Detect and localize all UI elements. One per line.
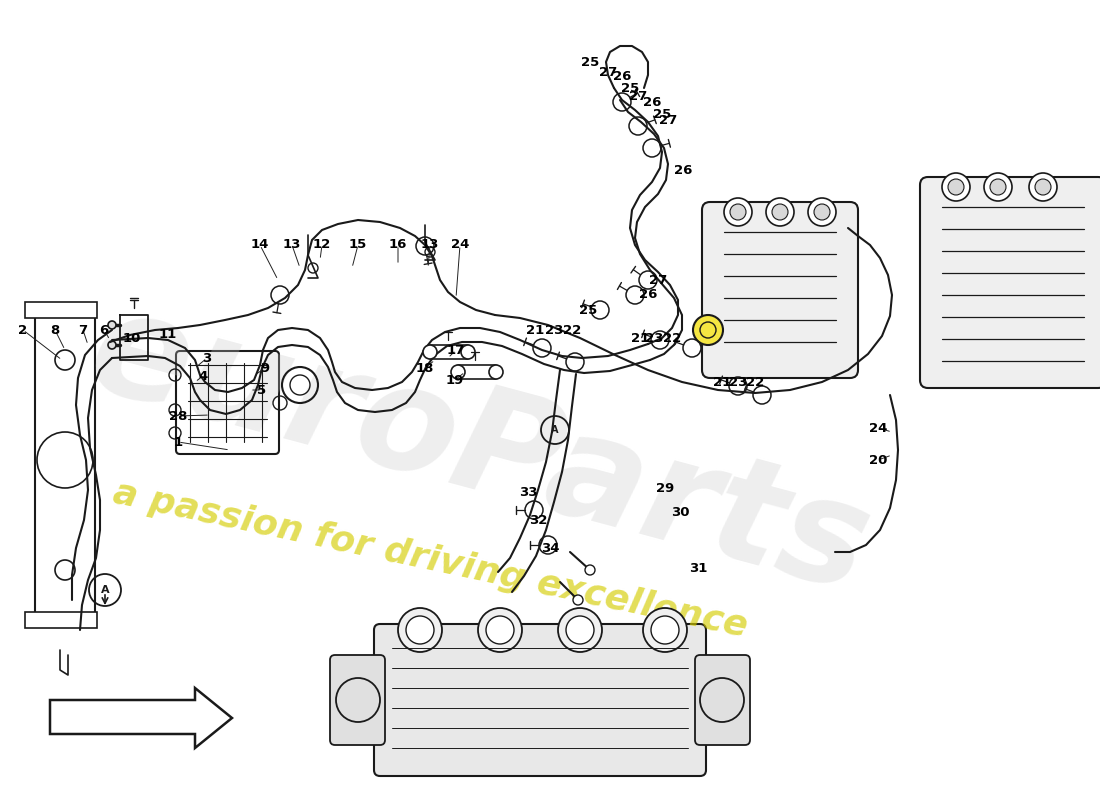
Text: 25: 25: [581, 55, 600, 69]
Text: 1: 1: [174, 435, 183, 449]
Circle shape: [490, 365, 503, 379]
Text: 18: 18: [416, 362, 434, 374]
FancyBboxPatch shape: [702, 202, 858, 378]
Text: 17: 17: [447, 343, 465, 357]
Text: 25: 25: [620, 82, 639, 94]
Circle shape: [651, 616, 679, 644]
Text: 23: 23: [729, 375, 747, 389]
Text: 2: 2: [19, 323, 28, 337]
Text: 33: 33: [519, 486, 537, 498]
Text: a passion for driving excellence: a passion for driving excellence: [110, 476, 750, 644]
Text: 23: 23: [645, 331, 663, 345]
Circle shape: [724, 198, 752, 226]
Text: 26: 26: [613, 70, 631, 82]
Text: 28: 28: [168, 410, 187, 422]
Text: 13: 13: [421, 238, 439, 251]
Text: 4: 4: [198, 370, 208, 382]
Circle shape: [1035, 179, 1050, 195]
Circle shape: [984, 173, 1012, 201]
Text: 25: 25: [579, 303, 597, 317]
Text: 21: 21: [713, 375, 732, 389]
Circle shape: [772, 204, 788, 220]
Text: 27: 27: [629, 90, 647, 102]
Text: 11: 11: [158, 329, 177, 342]
Text: 5: 5: [257, 383, 266, 397]
Text: 3: 3: [202, 351, 211, 365]
Circle shape: [486, 616, 514, 644]
Circle shape: [814, 204, 830, 220]
Text: 12: 12: [312, 238, 331, 251]
Circle shape: [478, 608, 522, 652]
FancyBboxPatch shape: [25, 302, 97, 318]
Circle shape: [693, 315, 723, 345]
Circle shape: [573, 595, 583, 605]
Circle shape: [766, 198, 794, 226]
Circle shape: [398, 608, 442, 652]
Text: 14: 14: [251, 238, 270, 251]
Text: 26: 26: [642, 95, 661, 109]
FancyBboxPatch shape: [920, 177, 1100, 388]
Text: 26: 26: [674, 163, 692, 177]
Text: 26: 26: [639, 289, 657, 302]
Text: 25: 25: [653, 107, 671, 121]
Text: 16: 16: [388, 238, 407, 251]
Circle shape: [108, 341, 115, 349]
Text: 32: 32: [529, 514, 547, 526]
Text: 30: 30: [671, 506, 690, 518]
Circle shape: [451, 365, 465, 379]
Text: A: A: [101, 585, 109, 595]
FancyBboxPatch shape: [176, 351, 279, 454]
Text: 9: 9: [261, 362, 270, 374]
Text: 15: 15: [349, 238, 367, 251]
Text: 27: 27: [598, 66, 617, 78]
Text: 22: 22: [746, 375, 764, 389]
Text: 20: 20: [869, 454, 888, 466]
Circle shape: [942, 173, 970, 201]
Text: 13: 13: [283, 238, 301, 251]
Text: 22: 22: [563, 323, 581, 337]
Text: 27: 27: [659, 114, 678, 126]
Text: 22: 22: [663, 331, 681, 345]
Circle shape: [990, 179, 1006, 195]
Circle shape: [566, 616, 594, 644]
Circle shape: [558, 608, 602, 652]
Text: 10: 10: [123, 331, 141, 345]
Text: 8: 8: [51, 323, 59, 337]
Circle shape: [1028, 173, 1057, 201]
Text: A: A: [551, 425, 559, 435]
FancyBboxPatch shape: [695, 655, 750, 745]
Text: 24: 24: [451, 238, 470, 251]
Circle shape: [461, 345, 475, 359]
FancyBboxPatch shape: [330, 655, 385, 745]
Text: 34: 34: [541, 542, 559, 554]
Text: 24: 24: [869, 422, 888, 434]
Circle shape: [406, 616, 434, 644]
Text: 21: 21: [631, 331, 649, 345]
Circle shape: [424, 345, 437, 359]
Text: euroParts: euroParts: [76, 278, 884, 622]
Circle shape: [730, 204, 746, 220]
Polygon shape: [50, 688, 232, 748]
Text: 19: 19: [446, 374, 464, 386]
Text: 6: 6: [99, 323, 109, 337]
FancyBboxPatch shape: [374, 624, 706, 776]
Circle shape: [585, 565, 595, 575]
Text: 23: 23: [544, 323, 563, 337]
Circle shape: [644, 608, 688, 652]
FancyBboxPatch shape: [35, 310, 95, 620]
Circle shape: [108, 321, 115, 329]
Text: 7: 7: [78, 323, 88, 337]
Circle shape: [808, 198, 836, 226]
Text: 29: 29: [656, 482, 674, 494]
FancyBboxPatch shape: [25, 612, 97, 628]
Circle shape: [948, 179, 964, 195]
Text: 27: 27: [649, 274, 667, 286]
Text: 21: 21: [526, 323, 544, 337]
Text: 31: 31: [689, 562, 707, 574]
